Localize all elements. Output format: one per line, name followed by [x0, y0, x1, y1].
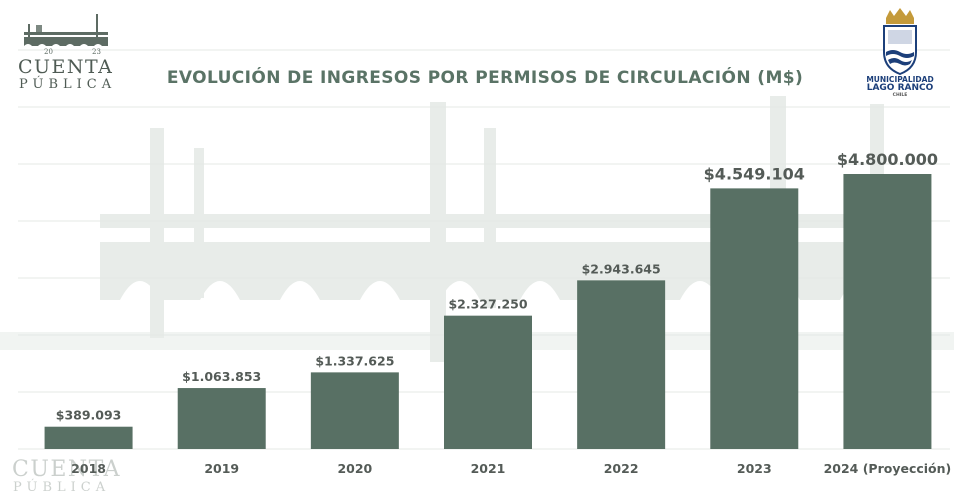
municipality-line2: LAGO RANCO: [866, 82, 934, 93]
bars-group: [44, 174, 932, 449]
watermark-brand-line1: CUENTA: [12, 457, 121, 482]
x-tick-label: 2020: [337, 461, 372, 476]
data-label: $4.549.104: [704, 164, 805, 183]
brand-watermark: CUENTA PÚBLICA: [12, 457, 121, 492]
data-label: $1.337.625: [315, 353, 394, 368]
watermark-brand-line2: PÚBLICA: [13, 478, 110, 492]
brand-year-left: 20: [44, 48, 53, 56]
brand-line1: CUENTA: [18, 56, 113, 78]
cuenta-publica-logo: 20 23 CUENTA PÚBLICA: [18, 14, 116, 90]
municipality-line1: MUNICIPALIDAD: [866, 75, 934, 84]
chart-title: EVOLUCIÓN DE INGRESOS POR PERMISOS DE CI…: [166, 68, 804, 88]
x-tick-label: 2018: [71, 461, 106, 476]
x-tick-label: 2021: [471, 461, 506, 476]
data-label: $4.800.000: [837, 150, 938, 169]
x-tick-label: 2022: [604, 461, 639, 476]
value-labels-group: $389.093 $1.063.853 $1.337.625 $2.327.250 $2…: [56, 150, 938, 423]
bar-2020: [310, 372, 399, 449]
brand-year-right: 23: [92, 48, 101, 56]
x-tick-label: 2019: [204, 461, 239, 476]
bar-2022: [577, 280, 666, 449]
data-label: $2.327.250: [448, 297, 527, 312]
bar-2021: [444, 315, 532, 449]
bar-2018: [44, 426, 133, 449]
bar-2019: [177, 388, 266, 449]
category-labels-group: 2018 2019 2020 2021 2022 2023 2024 (Proyección…: [71, 461, 951, 476]
x-tick-label: 2023: [737, 461, 772, 476]
brand-line2: PÚBLICA: [19, 75, 116, 90]
data-label: $389.093: [56, 408, 122, 423]
municipality-crest-icon: [883, 8, 917, 76]
municipality-line3: CHILE: [892, 92, 908, 98]
bar-2024: [843, 174, 932, 449]
municipality-name: MUNICIPALIDAD LAGO RANCO CHILE: [848, 76, 952, 98]
x-tick-label: 2024 (Proyección): [824, 461, 952, 476]
data-label: $2.943.645: [582, 261, 661, 276]
data-label: $1.063.853: [182, 369, 261, 384]
bar-2023: [710, 188, 799, 449]
